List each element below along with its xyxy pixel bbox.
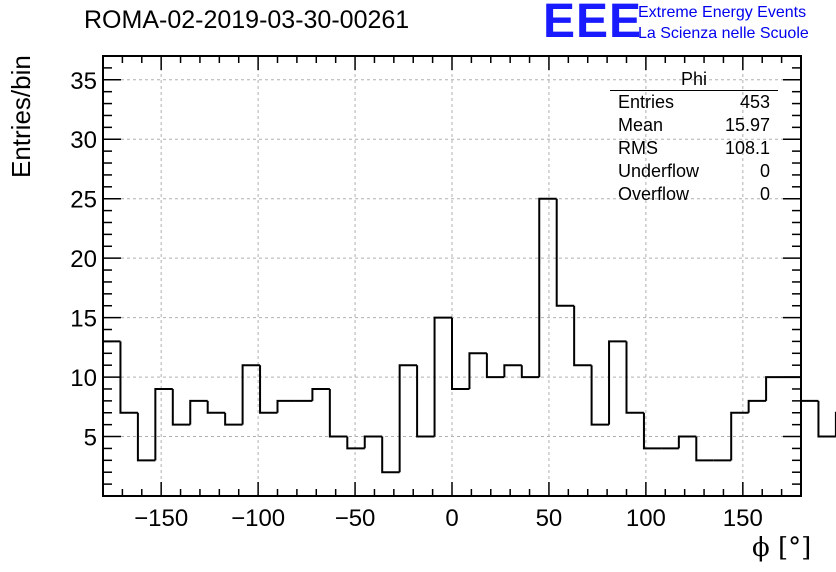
histogram-bin [642, 412, 662, 450]
stats-label: Overflow [618, 184, 690, 204]
stats-value: 108.1 [724, 138, 770, 158]
x-tick-label: 0 [445, 505, 458, 532]
histogram-bin [677, 435, 697, 449]
histogram-bin [416, 365, 435, 438]
x-axis-label: ϕ [°] [752, 533, 812, 563]
stats-value: 0 [759, 184, 770, 204]
histogram-bin [224, 412, 243, 426]
histogram-bin [189, 399, 208, 425]
histogram-bin [241, 364, 261, 425]
histogram-bin [730, 411, 749, 461]
histogram-bin [765, 376, 784, 401]
stats-value: 453 [739, 92, 770, 112]
stats-value: 15.97 [724, 115, 770, 135]
histogram-bin [346, 436, 365, 450]
histogram-bin [206, 400, 226, 414]
histogram-bin [485, 353, 505, 379]
axis-ticks [102, 56, 802, 496]
stats-row: Overflow 0 [610, 183, 778, 206]
x-tick-label: 50 [536, 505, 563, 532]
stats-row: RMS 108.1 [610, 137, 778, 160]
y-tick-label: 35 [70, 68, 97, 95]
axis-tick-labels: −150 −100 −50 0 50 100 150 5 10 15 20 25 30 35 [70, 68, 763, 532]
stats-row: Mean 15.97 [610, 114, 778, 137]
histogram-bin [381, 436, 400, 474]
y-tick-label: 30 [70, 127, 97, 154]
histogram-bin [520, 365, 540, 379]
histogram-bin [538, 197, 557, 378]
stats-title: Phi [610, 68, 778, 91]
x-tick-label: −50 [335, 505, 376, 532]
chart-title: ROMA-02-2019-03-30-00261 [84, 6, 410, 34]
logo-caption-line1: Extreme Energy Events [638, 4, 807, 21]
histogram-bin [276, 399, 295, 413]
x-tick-label: −100 [231, 505, 285, 532]
eee-logo: EEE [543, 0, 643, 48]
histogram-bin [817, 400, 836, 438]
histogram-bin [503, 364, 522, 378]
histogram-bin [573, 305, 592, 367]
stats-value: 0 [759, 161, 770, 181]
stats-row: Entries 453 [610, 91, 778, 114]
stats-label: Mean [618, 115, 664, 135]
histogram-bin [468, 352, 487, 389]
histogram-bin [311, 387, 330, 401]
histogram-bin [398, 364, 418, 473]
histogram-bin [433, 316, 452, 437]
stats-label: Entries [618, 92, 675, 112]
histogram-bin [171, 388, 191, 426]
stats-label: RMS [618, 138, 658, 158]
histogram-bin [328, 388, 348, 438]
x-tick-label: −150 [134, 505, 188, 532]
stats-box: Phi Entries 453 Mean 15.97 RMS 108.1 Und… [610, 68, 778, 206]
logo-caption-line2: La Scienza nelle Scuole [638, 25, 809, 42]
x-tick-label: 100 [626, 505, 666, 532]
histogram-bars [103, 197, 836, 474]
histogram-bin [555, 198, 575, 307]
y-tick-label: 25 [70, 187, 97, 214]
histogram-bin [590, 365, 610, 426]
histogram-bin [608, 340, 627, 425]
y-axis-label: Entries/bin [6, 55, 36, 178]
histogram-bin [747, 399, 767, 413]
y-tick-label: 5 [84, 425, 97, 452]
histogram-bin [695, 436, 714, 462]
x-tick-label: 150 [723, 505, 763, 532]
histogram-bin [154, 387, 173, 461]
histogram-bin [136, 412, 156, 462]
y-tick-label: 20 [70, 246, 97, 273]
histogram-bin [625, 341, 644, 414]
histogram-bin [451, 317, 470, 390]
histogram-bin [363, 435, 383, 449]
stats-row: Underflow 0 [610, 160, 778, 183]
stats-label: Underflow [618, 161, 700, 181]
histogram-bin [259, 365, 278, 414]
y-tick-label: 15 [70, 306, 97, 333]
y-tick-label: 10 [70, 365, 97, 392]
histogram-bin [119, 341, 138, 414]
histogram-bin [800, 377, 819, 402]
